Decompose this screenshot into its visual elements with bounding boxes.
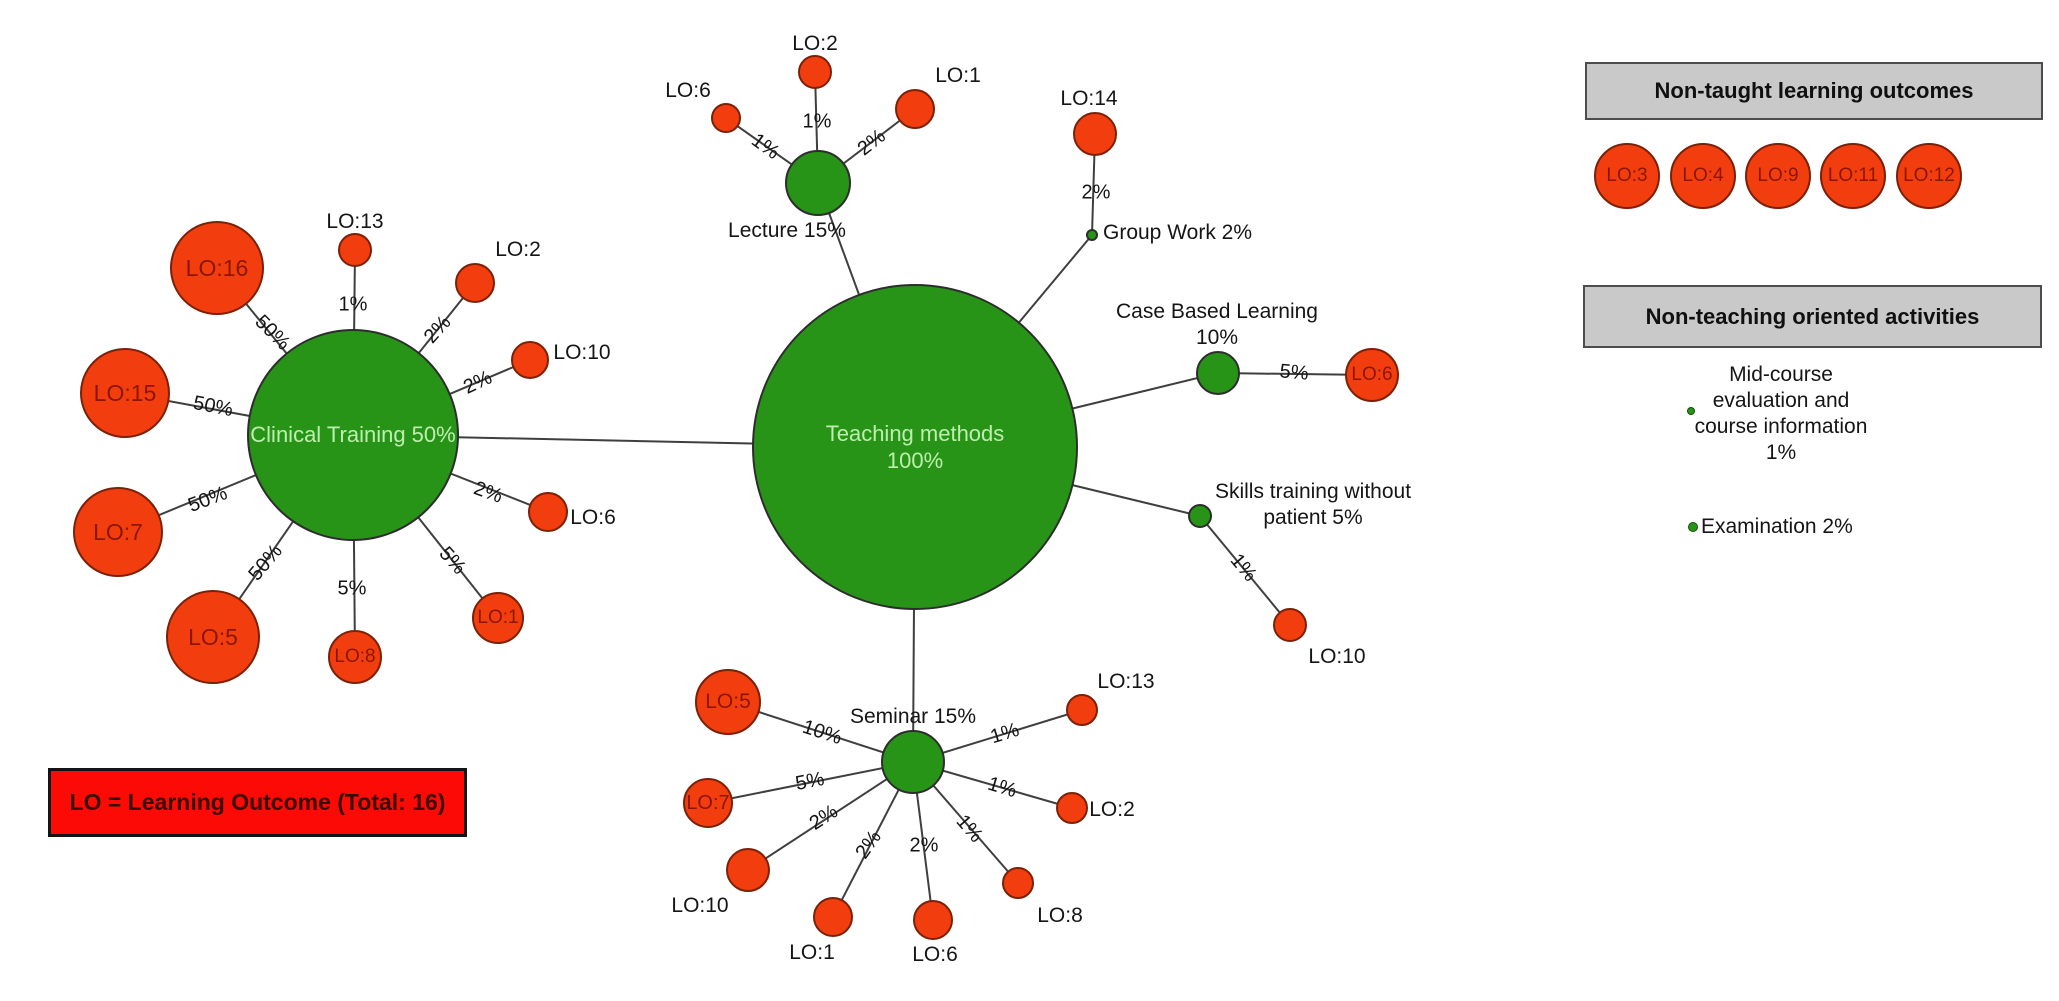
label-s-lo10: LO:10	[1308, 645, 1366, 668]
outcome-node-c-lo13	[338, 233, 372, 267]
outcome-node-sem-lo8	[1002, 867, 1034, 899]
outcome-node-s-lo10	[1273, 608, 1307, 642]
node-seminar	[881, 730, 945, 794]
legend-outcome-node-lo9-label: LO:9	[1757, 165, 1799, 187]
legend-outcome-node-lo12: LO:12	[1896, 143, 1962, 209]
label-skills: Skills training without patient 5%	[1214, 480, 1412, 529]
outcome-node-sem-lo5: LO:5	[695, 669, 761, 735]
legend-item-midcourse: Mid-course evaluation and course informa…	[1671, 362, 1891, 466]
node-skills	[1188, 504, 1212, 528]
outcome-node-sem-lo5-label: LO:5	[705, 689, 751, 713]
label-sem-lo6: LO:6	[912, 943, 958, 966]
non-taught-legend-title: Non-taught learning outcomes	[1654, 78, 1974, 103]
edge-label-cbl-lo6: 5%	[1278, 360, 1310, 385]
label-c-lo10: LO:10	[553, 341, 611, 364]
outcome-node-c-lo15-label: LO:15	[93, 379, 157, 406]
label-groupwork: Group Work 2%	[1103, 221, 1252, 244]
outcome-node-c-lo7-label: LO:7	[93, 518, 143, 545]
label-l-lo6: LO:6	[665, 79, 711, 102]
outcome-node-c-lo5: LO:5	[166, 590, 260, 684]
midcourse-line: course information	[1694, 415, 1868, 438]
legend-outcome-node-lo11: LO:11	[1820, 143, 1886, 209]
outcome-node-g-lo14	[1073, 112, 1117, 156]
outcome-node-c-lo8-label: LO:8	[334, 646, 376, 668]
label-sem-lo2: LO:2	[1089, 798, 1135, 821]
node-groupwork	[1086, 229, 1098, 241]
edge-label-sem-lo6: 2%	[909, 834, 939, 857]
outcome-node-sem-lo1	[813, 897, 853, 937]
edge-skills-s-lo10	[1199, 515, 1291, 626]
midcourse-line: evaluation and	[1712, 389, 1850, 412]
label-c-lo6: LO:6	[570, 506, 616, 529]
label-cbl: Case Based Learning 10%	[1116, 300, 1318, 349]
outcome-node-c-lo1-label: LO:1	[477, 607, 519, 629]
outcome-node-c-lo10	[511, 341, 549, 379]
legend-outcome-node-lo3: LO:3	[1594, 143, 1660, 209]
legend-outcome-node-lo4: LO:4	[1670, 143, 1736, 209]
outcome-node-sem-lo7: LO:7	[683, 778, 733, 828]
outcome-node-c-lo16: LO:16	[170, 221, 264, 315]
legend-outcome-node-lo3-label: LO:3	[1606, 165, 1648, 187]
outcome-node-c-lo6	[528, 492, 568, 532]
label-sem-lo13: LO:13	[1097, 670, 1155, 693]
node-cbl	[1196, 351, 1240, 395]
label-c-lo13: LO:13	[326, 210, 384, 233]
outcome-node-c-lo16-label: LO:16	[185, 254, 249, 281]
node-lecture	[785, 150, 851, 216]
legend-outcome-node-lo9: LO:9	[1745, 143, 1811, 209]
outcome-node-sem-lo13	[1066, 694, 1098, 726]
edge-label-c-lo8: 5%	[337, 577, 367, 600]
label-g-lo14: LO:14	[1060, 87, 1118, 110]
outcome-node-sem-lo2	[1056, 792, 1088, 824]
label-c-lo2: LO:2	[495, 238, 541, 261]
node-clinical-label: Clinical Training 50%	[250, 422, 456, 448]
label-sem-lo1: LO:1	[789, 941, 835, 964]
label-sem-lo8: LO:8	[1037, 904, 1083, 927]
edge-label-g-lo14: 2%	[1081, 181, 1111, 204]
outcome-node-c-lo5-label: LO:5	[188, 623, 238, 650]
node-teaching-methods: Teaching methods 100%	[752, 284, 1078, 610]
outcome-node-sem-lo7-label: LO:7	[686, 791, 730, 814]
outcome-node-c-lo2	[455, 263, 495, 303]
label-lecture: Lecture 15%	[728, 219, 846, 242]
outcome-node-c-lo7: LO:7	[73, 487, 163, 577]
edge-label-l-lo2: 1%	[802, 110, 832, 133]
outcome-node-c-lo8: LO:8	[328, 630, 382, 684]
outcome-node-c-lo1: LO:1	[472, 592, 524, 644]
non-taught-legend-box: Non-taught learning outcomes	[1585, 62, 2043, 120]
outcome-node-cbl-lo6-label: LO:6	[1351, 364, 1393, 386]
lo-abbreviation-note: LO = Learning Outcome (Total: 16)	[48, 768, 467, 837]
label-l-lo2: LO:2	[792, 32, 838, 55]
non-teaching-legend-box: Non-teaching oriented activities	[1583, 285, 2042, 348]
teaching-methods-value: 100%	[886, 448, 944, 473]
outcome-node-sem-lo10	[726, 848, 770, 892]
label-l-lo1: LO:1	[935, 64, 981, 87]
legend-item-examination: Examination 2%	[1701, 515, 1853, 538]
midcourse-line: Mid-course	[1729, 363, 1833, 386]
lo-abbreviation-note-text: LO = Learning Outcome (Total: 16)	[69, 789, 446, 815]
outcome-node-l-lo1	[895, 89, 935, 129]
non-teaching-legend-title: Non-teaching oriented activities	[1645, 303, 1980, 329]
edge-seminar-sem-lo7	[707, 761, 914, 804]
node-clinical: Clinical Training 50%	[247, 329, 459, 541]
examination-dot-icon	[1688, 522, 1698, 532]
outcome-node-sem-lo6	[913, 900, 953, 940]
outcome-node-l-lo2	[798, 55, 832, 89]
outcome-node-c-lo15: LO:15	[80, 348, 170, 438]
label-seminar: Seminar 15%	[849, 705, 977, 728]
outcome-node-cbl-lo6: LO:6	[1345, 348, 1399, 402]
legend-outcome-node-lo4-label: LO:4	[1682, 165, 1724, 187]
label-sem-lo10: LO:10	[671, 894, 729, 917]
edge-label-c-lo13: 1%	[338, 293, 368, 316]
teaching-methods-label: Teaching methods	[825, 421, 1005, 446]
outcome-node-l-lo6	[711, 103, 741, 133]
legend-outcome-node-lo12-label: LO:12	[1903, 165, 1955, 187]
edge-seminar-sem-lo10	[747, 761, 914, 871]
legend-outcome-node-lo11-label: LO:11	[1827, 165, 1879, 187]
midcourse-dot-icon	[1687, 407, 1695, 415]
midcourse-line: 1%	[1765, 441, 1797, 464]
